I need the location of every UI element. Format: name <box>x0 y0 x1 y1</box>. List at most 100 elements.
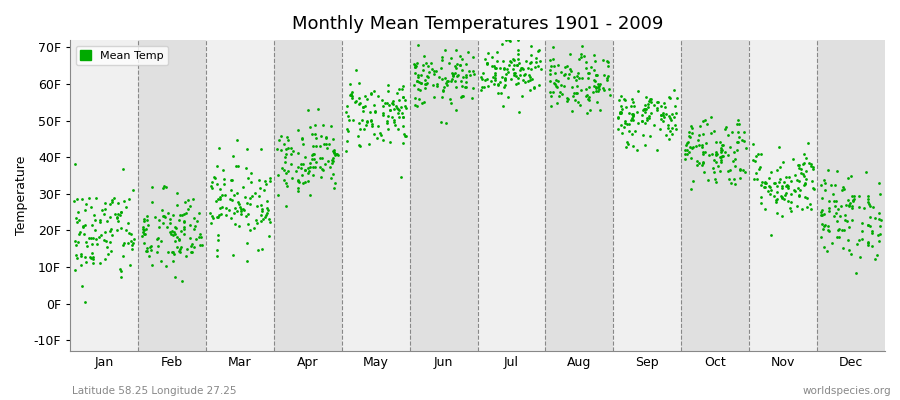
Point <box>659 132 673 138</box>
Point <box>165 228 179 235</box>
Point <box>173 248 187 255</box>
Point <box>448 78 463 84</box>
Point <box>170 190 184 196</box>
Point <box>163 216 177 222</box>
Point <box>560 95 574 101</box>
Point <box>240 200 255 206</box>
Point <box>507 62 521 68</box>
Point <box>634 112 649 118</box>
Point <box>565 108 580 114</box>
Point <box>866 203 880 210</box>
Point <box>781 174 796 180</box>
Point <box>814 212 829 218</box>
Point <box>98 200 112 206</box>
Point <box>77 299 92 305</box>
Point <box>779 182 794 189</box>
Point <box>625 131 639 137</box>
Point <box>327 185 341 192</box>
Point <box>410 60 425 66</box>
Point <box>686 178 700 184</box>
Point <box>144 242 158 249</box>
Point <box>580 86 594 93</box>
Point <box>518 72 532 78</box>
Point <box>454 82 469 89</box>
Point <box>167 229 182 236</box>
Point <box>321 157 336 164</box>
Point <box>474 87 489 93</box>
Point <box>746 176 760 182</box>
Point <box>74 253 88 260</box>
Point <box>223 186 238 193</box>
Point <box>874 217 888 223</box>
Point <box>284 161 299 167</box>
Point <box>430 82 445 89</box>
Point <box>390 90 404 97</box>
Point <box>669 110 683 116</box>
Point <box>356 103 371 110</box>
Point <box>140 213 154 219</box>
Point <box>720 167 734 174</box>
Point <box>375 112 390 118</box>
Point <box>440 78 454 85</box>
Point <box>449 106 464 113</box>
Point <box>408 95 422 102</box>
Point <box>301 170 315 176</box>
Point <box>243 195 257 202</box>
Point <box>491 90 505 96</box>
Point <box>532 81 546 88</box>
Point <box>223 215 238 221</box>
Point <box>817 222 832 228</box>
Point <box>313 155 328 161</box>
Point <box>454 66 469 73</box>
Point <box>780 185 795 191</box>
Point <box>426 82 440 88</box>
Point <box>688 142 703 149</box>
Point <box>715 154 729 161</box>
Point <box>724 128 739 135</box>
Point <box>86 254 100 260</box>
Point <box>625 117 639 124</box>
Point <box>339 137 354 144</box>
Bar <box>410 40 478 351</box>
Point <box>412 78 427 85</box>
Point <box>305 172 320 178</box>
Point <box>498 76 512 82</box>
Point <box>178 210 193 216</box>
Point <box>174 244 188 250</box>
Point <box>566 93 580 100</box>
Point <box>749 170 763 176</box>
Point <box>398 103 412 109</box>
Point <box>726 158 741 164</box>
Point <box>636 132 651 138</box>
Point <box>77 222 92 228</box>
Point <box>762 175 777 182</box>
Point <box>635 106 650 113</box>
Point <box>814 195 829 202</box>
Point <box>385 114 400 120</box>
Point <box>716 152 731 159</box>
Point <box>73 228 87 235</box>
Point <box>491 81 505 87</box>
Point <box>312 164 327 170</box>
Point <box>481 59 495 66</box>
Point <box>613 109 627 115</box>
Point <box>69 215 84 221</box>
Point <box>706 165 721 171</box>
Point <box>792 165 806 171</box>
Point <box>534 66 548 72</box>
Point <box>212 196 226 202</box>
Point <box>104 225 118 232</box>
Point <box>115 166 130 172</box>
Point <box>285 148 300 154</box>
Point <box>695 142 709 148</box>
Point <box>449 65 464 71</box>
Point <box>316 122 330 128</box>
Point <box>784 191 798 198</box>
Point <box>650 107 664 113</box>
Point <box>628 128 643 134</box>
Point <box>436 57 450 63</box>
Point <box>395 94 410 100</box>
Point <box>364 121 379 128</box>
Point <box>560 98 574 104</box>
Point <box>543 88 557 95</box>
